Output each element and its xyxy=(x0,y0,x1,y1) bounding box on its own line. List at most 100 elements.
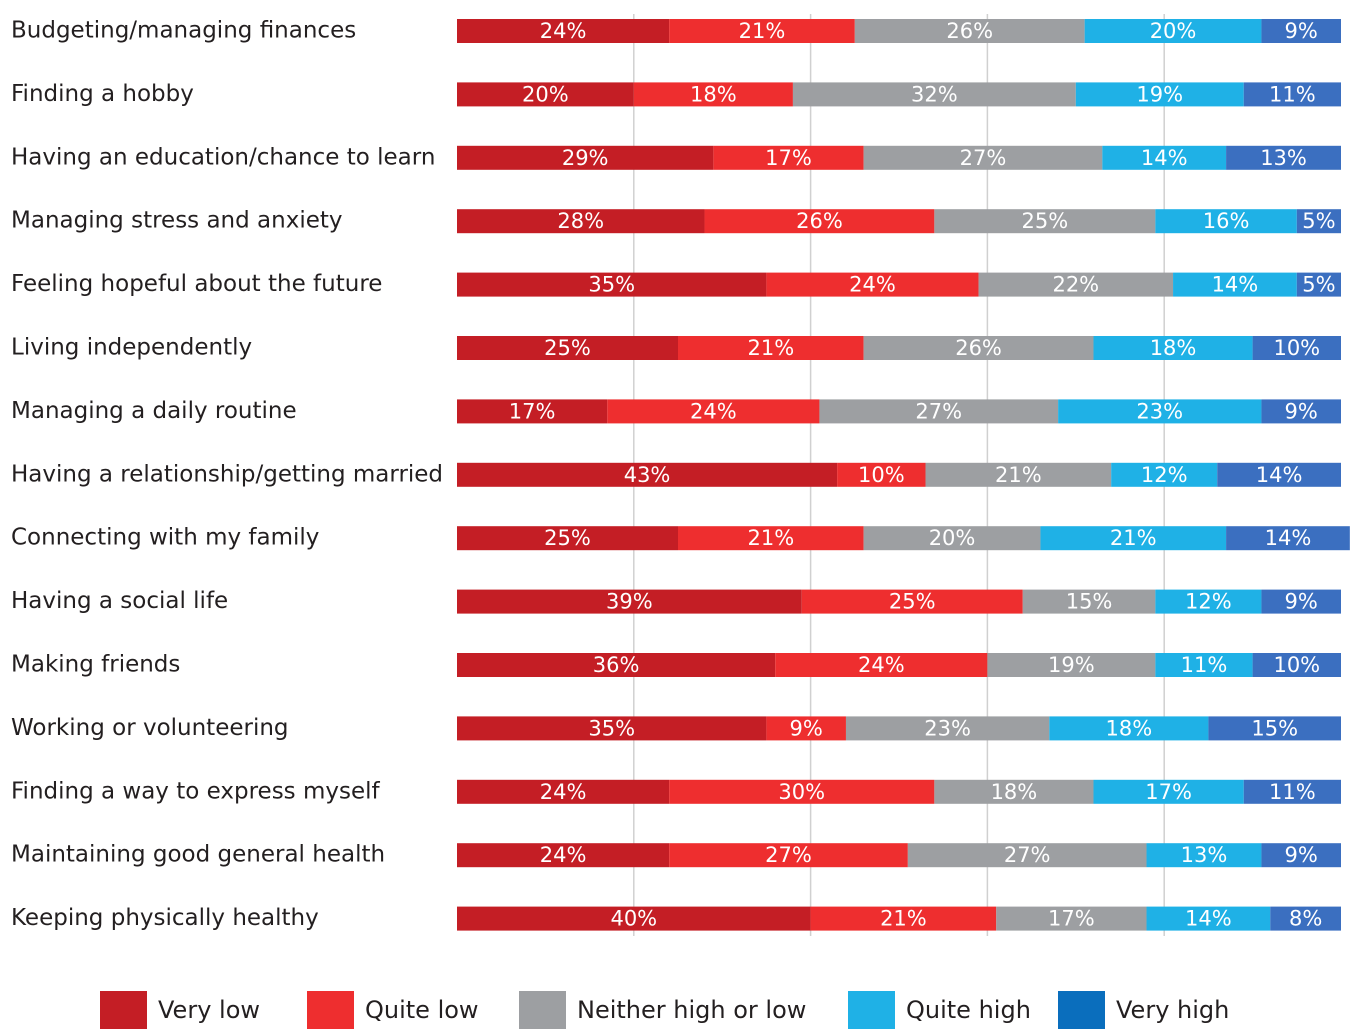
bar-segment xyxy=(854,19,1085,43)
bar-segment xyxy=(810,906,997,931)
bar-segment xyxy=(1226,145,1341,170)
bar-segment xyxy=(457,82,634,107)
bar-segment xyxy=(457,526,678,551)
bar-segment xyxy=(863,336,1094,360)
data-label: 39% xyxy=(606,590,653,614)
bar-segment xyxy=(607,399,820,424)
bar-segment xyxy=(863,145,1103,170)
data-label: 15% xyxy=(1066,590,1113,614)
bar-segment xyxy=(1111,462,1218,487)
bar-segment xyxy=(713,145,864,170)
category-label: Working or volunteering xyxy=(11,715,289,741)
legend-swatch xyxy=(307,991,354,1029)
bar-segment xyxy=(1296,209,1341,234)
bar-segment xyxy=(678,336,864,360)
data-label: 14% xyxy=(1141,146,1188,170)
bar-segment xyxy=(457,779,670,804)
data-label: 24% xyxy=(540,780,587,804)
data-label: 25% xyxy=(544,336,591,360)
bar-segment xyxy=(801,589,1023,614)
bar-segment xyxy=(457,589,802,614)
legend-label: Neither high or low xyxy=(577,996,806,1024)
bar-segment xyxy=(1146,906,1271,931)
bar-segment xyxy=(669,19,855,43)
data-label: 10% xyxy=(1273,336,1320,360)
bar-segment xyxy=(1075,82,1244,107)
data-label: 21% xyxy=(995,463,1042,487)
data-label: 9% xyxy=(790,716,823,740)
data-label: 18% xyxy=(1105,716,1152,740)
legend-label: Very low xyxy=(158,996,260,1024)
bar-segment xyxy=(669,843,908,868)
bar-segment xyxy=(1093,779,1244,804)
bar-segment xyxy=(1243,779,1341,804)
bar-segment xyxy=(1261,399,1341,424)
data-label: 20% xyxy=(1150,19,1197,43)
bar-segment xyxy=(1155,589,1262,614)
bar-segment xyxy=(457,716,767,741)
bar-segment xyxy=(669,779,935,804)
data-label: 9% xyxy=(1285,590,1318,614)
bar-segment xyxy=(996,906,1147,931)
data-label: 15% xyxy=(1251,716,1298,740)
bar-segment xyxy=(775,653,988,677)
data-label: 14% xyxy=(1256,463,1303,487)
bar-segment xyxy=(907,843,1147,868)
bar-segment xyxy=(1217,462,1341,487)
legend-label: Quite high xyxy=(906,996,1031,1024)
bar-segment xyxy=(1226,526,1350,551)
category-label: Living independently xyxy=(11,335,252,361)
data-label: 14% xyxy=(1265,526,1312,550)
category-label: Having an education/chance to learn xyxy=(11,144,435,170)
data-label: 23% xyxy=(1136,399,1183,423)
data-label: 26% xyxy=(796,209,843,233)
data-label: 10% xyxy=(1273,653,1320,677)
data-label: 12% xyxy=(1185,590,1232,614)
data-label: 24% xyxy=(540,19,587,43)
data-label: 21% xyxy=(1110,526,1157,550)
bar-segment xyxy=(925,462,1112,487)
bar-segment xyxy=(457,209,705,234)
bar-segment xyxy=(845,716,1050,741)
data-label: 29% xyxy=(562,146,609,170)
bar-segment xyxy=(1243,82,1341,107)
data-label: 21% xyxy=(739,19,786,43)
data-label: 24% xyxy=(690,399,737,423)
data-label: 17% xyxy=(765,146,812,170)
data-label: 11% xyxy=(1269,780,1316,804)
data-label: 18% xyxy=(991,780,1038,804)
bar-segment xyxy=(457,653,776,677)
data-label: 17% xyxy=(1145,780,1192,804)
data-label: 35% xyxy=(588,273,635,297)
bar-segment xyxy=(457,843,670,868)
bar-segment xyxy=(1173,272,1297,297)
category-label: Keeping physically healthy xyxy=(11,905,319,931)
category-label: Managing stress and anxiety xyxy=(11,208,343,234)
data-label: 35% xyxy=(588,716,635,740)
bar-segment xyxy=(457,462,838,487)
bar-segment xyxy=(1252,653,1341,677)
category-label: Maintaining good general health xyxy=(11,842,385,868)
data-label: 17% xyxy=(1048,907,1095,931)
bar-segment xyxy=(863,526,1041,551)
bar-segment xyxy=(1022,589,1156,614)
data-label: 28% xyxy=(557,209,604,233)
bar-segment xyxy=(1084,19,1262,43)
bar-segment xyxy=(987,653,1156,677)
data-label: 25% xyxy=(1022,209,1069,233)
data-label: 19% xyxy=(1048,653,1095,677)
data-label: 19% xyxy=(1136,82,1183,106)
bar-segment xyxy=(1208,716,1341,741)
data-label: 22% xyxy=(1052,273,1099,297)
data-label: 27% xyxy=(960,146,1007,170)
data-label: 21% xyxy=(747,336,794,360)
data-label: 25% xyxy=(544,526,591,550)
data-label: 5% xyxy=(1302,273,1335,297)
category-label: Budgeting/managing finances xyxy=(11,18,356,44)
bar-segment xyxy=(1093,336,1253,360)
category-label: Making friends xyxy=(11,652,180,678)
bar-segment xyxy=(934,779,1094,804)
bar-segment xyxy=(819,399,1059,424)
bar-segment xyxy=(1040,526,1227,551)
